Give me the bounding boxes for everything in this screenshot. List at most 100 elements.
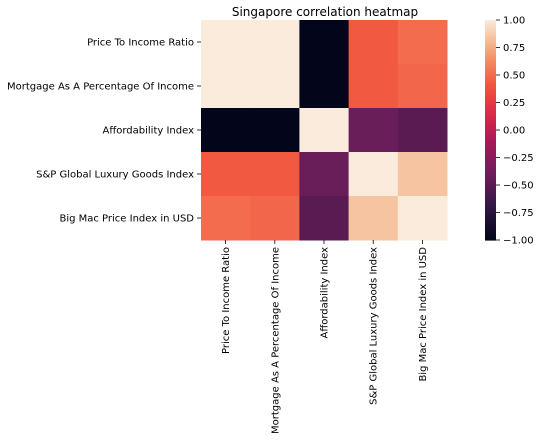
colorbar-swatch [485, 50, 496, 53]
colorbar-swatch [485, 76, 496, 79]
colorbar-swatch [485, 170, 496, 173]
colorbar: 1.00 0.75 0.50 0.25 0.00 −0.25 −0.50 −0.75 −1.00 [485, 16, 534, 247]
row-labels: Price To Income Ratio Mortgage As A Perce… [7, 38, 201, 225]
colorbar-swatch [485, 130, 496, 133]
colorbar-swatch [485, 146, 496, 149]
colorbar-swatch [485, 136, 496, 139]
colorbar-swatch [485, 194, 496, 197]
colorbar-swatch [485, 34, 496, 37]
colorbar-swatch [485, 66, 496, 69]
heatmap-cell [201, 196, 251, 241]
colorbar-swatch [485, 54, 496, 57]
heatmap-cell [250, 152, 300, 197]
colorbar-swatch [485, 102, 496, 105]
colorbar-swatch [485, 70, 496, 73]
colorbar-swatch [485, 126, 496, 129]
colorbar-swatch [485, 224, 496, 227]
column-label: Affordability Index [320, 247, 331, 339]
colorbar-swatch [485, 216, 496, 219]
colorbar-swatch [485, 142, 496, 145]
colorbar-swatch [485, 184, 496, 187]
colorbar-tick-label: 1.00 [503, 16, 525, 27]
heatmap-cell [299, 20, 350, 65]
colorbar-tick-label: −0.25 [503, 153, 534, 164]
colorbar-swatch [485, 120, 496, 123]
heatmap-cell [299, 152, 350, 197]
colorbar-swatch [485, 172, 496, 175]
colorbar-swatch [485, 160, 496, 163]
colorbar-swatch [485, 152, 496, 155]
heatmap-cell [348, 196, 399, 241]
colorbar-swatch [485, 210, 496, 213]
colorbar-swatch [485, 190, 496, 193]
column-label: Big Mac Price Index in USD [418, 247, 429, 382]
colorbar-swatch [485, 46, 496, 49]
heatmap-cell [201, 20, 251, 65]
row-label: Affordability Index [103, 126, 195, 137]
colorbar-swatch [485, 200, 496, 203]
colorbar-swatch [485, 156, 496, 159]
row-label: Mortgage As A Percentage Of Income [7, 82, 194, 93]
colorbar-swatch [485, 56, 496, 59]
colorbar-swatch [485, 226, 496, 229]
column-label: Mortgage As A Percentage Of Income [270, 247, 281, 434]
colorbar-swatch [485, 202, 496, 205]
row-label: Price To Income Ratio [87, 38, 194, 49]
heatmap-cell [299, 108, 350, 153]
colorbar-swatch [485, 204, 496, 207]
colorbar-swatch [485, 234, 496, 237]
colorbar-swatch [485, 78, 496, 81]
colorbar-swatch [485, 88, 496, 91]
colorbar-swatch [485, 128, 496, 131]
column-label: Price To Income Ratio [221, 247, 232, 354]
colorbar-swatch [485, 36, 496, 39]
colorbar-swatch [485, 80, 496, 83]
colorbar-swatch [485, 154, 496, 157]
colorbar-swatch [485, 106, 496, 109]
colorbar-swatch [485, 28, 496, 31]
heatmap-cell [397, 20, 448, 65]
colorbar-swatch [485, 214, 496, 217]
heatmap-cell [250, 20, 300, 65]
colorbar-swatch [485, 94, 496, 97]
colorbar-swatch [485, 114, 496, 117]
colorbar-swatch [485, 118, 496, 121]
colorbar-swatch [485, 158, 496, 161]
colorbar-swatch [485, 44, 496, 47]
colorbar-swatch [485, 192, 496, 195]
colorbar-swatch [485, 238, 496, 241]
colorbar-swatch [485, 196, 496, 199]
chart-title: Singapore correlation heatmap [232, 5, 418, 19]
colorbar-tick-label: −0.75 [503, 208, 534, 219]
colorbar-swatch [485, 74, 496, 77]
colorbar-swatch [485, 232, 496, 235]
heatmap-cell [299, 64, 350, 109]
heatmap-cell [201, 108, 251, 153]
colorbar-swatch [485, 186, 496, 189]
heatmap-cell [201, 64, 251, 109]
colorbar-swatch [485, 116, 496, 119]
colorbar-swatch [485, 166, 496, 169]
heatmap-cell [397, 64, 448, 109]
colorbar-swatch [485, 150, 496, 153]
colorbar-swatch [485, 32, 496, 35]
colorbar-swatch [485, 140, 496, 143]
colorbar-swatch [485, 178, 496, 181]
colorbar-swatch [485, 100, 496, 103]
colorbar-swatch [485, 132, 496, 135]
column-label: S&P Global Luxury Goods Index [369, 247, 380, 405]
row-label: Big Mac Price Index in USD [59, 214, 194, 225]
colorbar-swatch [485, 110, 496, 113]
heatmap-cell [348, 20, 399, 65]
colorbar-tick-label: 0.00 [503, 126, 525, 137]
heatmap-cell [348, 64, 399, 109]
colorbar-swatch [485, 188, 496, 191]
colorbar-swatch [485, 206, 496, 209]
colorbar-swatch [485, 92, 496, 95]
colorbar-swatch [485, 86, 496, 89]
heatmap-cell [250, 196, 300, 241]
colorbar-swatch [485, 176, 496, 179]
colorbar-swatch [485, 222, 496, 225]
heatmap-cell [348, 152, 399, 197]
